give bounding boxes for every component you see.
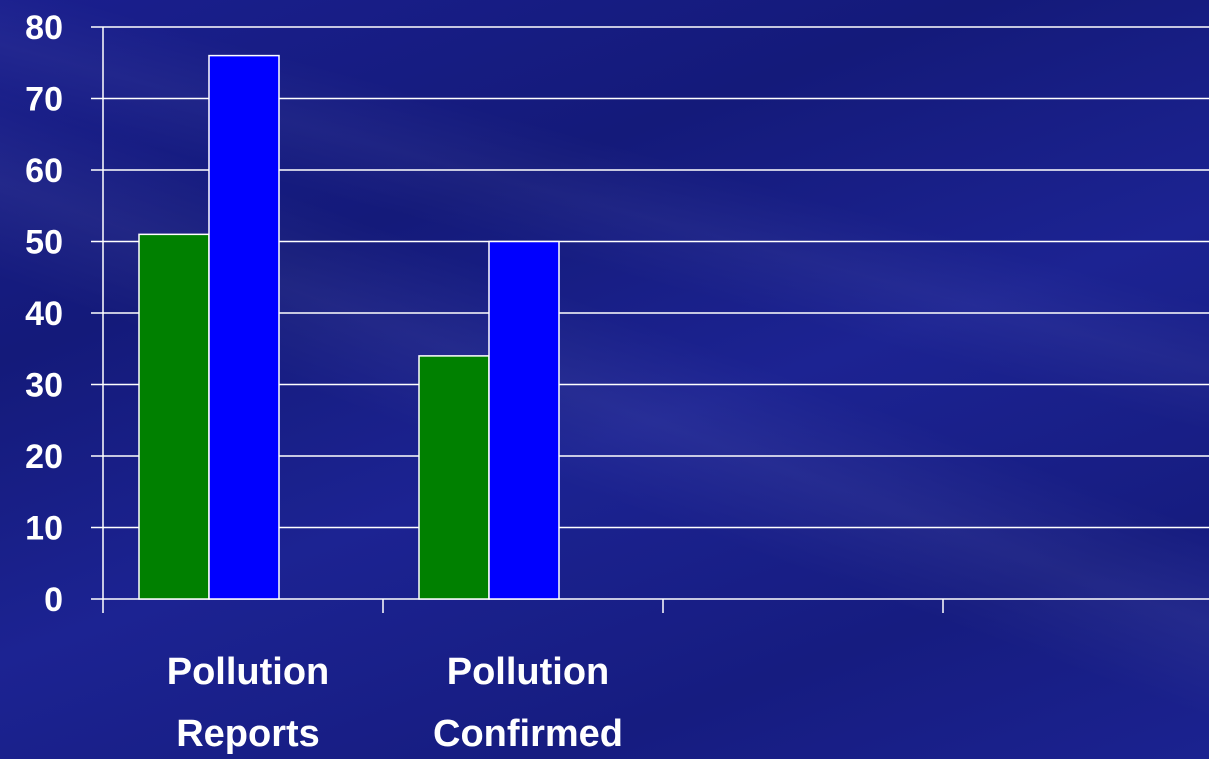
bar: [418, 355, 490, 600]
y-tick-label: 0: [44, 581, 63, 619]
x-category-label: Pollution: [447, 651, 610, 693]
y-tick-label: 30: [25, 367, 63, 405]
y-tick-label: 50: [25, 224, 63, 262]
y-tick-label: 40: [25, 295, 63, 333]
y-tick-label: 70: [25, 81, 63, 119]
bar: [138, 233, 210, 600]
x-category-label: Confirmed: [433, 713, 623, 755]
y-tick-label: 10: [25, 510, 63, 548]
x-category-label: Reports: [176, 713, 320, 755]
y-tick-label: 80: [25, 9, 63, 47]
y-tick-label: 20: [25, 438, 63, 476]
bar: [208, 54, 280, 600]
x-category-label: Pollution: [167, 651, 330, 693]
bar: [488, 240, 560, 600]
y-tick-label: 60: [25, 152, 63, 190]
